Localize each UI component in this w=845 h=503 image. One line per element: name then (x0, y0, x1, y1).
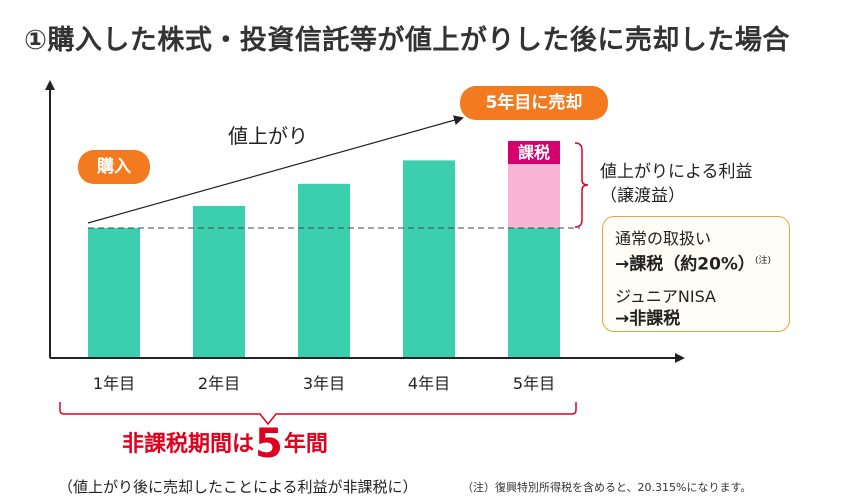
x-tick-label-4: 4年目 (407, 374, 451, 393)
period-prefix: 非課税期間は (122, 432, 255, 457)
bar-1 (88, 228, 140, 358)
rise-label: 値上がり (228, 124, 308, 148)
page-title: ①購入した株式・投資信託等が値上がりした後に売却した場合 (24, 25, 790, 56)
sell-label: 5年目に売却 (460, 86, 608, 120)
bar-2 (193, 205, 245, 358)
x-tick-label-5: 5年目 (512, 374, 556, 393)
x-tick-label-2: 2年目 (197, 374, 241, 393)
bar-3 (298, 183, 350, 358)
footnote: （注）復興特別所得税を含めると、20.315%になります。 (462, 481, 752, 494)
profit-label: 値上がりによる利益 （譲渡益） (600, 160, 753, 208)
period-number: 5 (255, 421, 283, 467)
normal-treatment-note-mark: (注) (754, 256, 771, 266)
profit-label-line2: （譲渡益） (600, 186, 685, 206)
period-bracket (59, 402, 577, 426)
bars-group (88, 160, 560, 358)
bar-5 (508, 228, 560, 358)
bar-4 (403, 160, 455, 358)
junior-nisa-value: →非課税 (615, 308, 681, 329)
x-tick-label-3: 3年目 (302, 374, 346, 393)
junior-nisa-label: ジュニアNISA (615, 286, 716, 306)
buy-label: 購入 (78, 150, 150, 184)
tax-treatment-box: 通常の取扱い →課税（約20%）(注) ジュニアNISA →非課税 (602, 216, 790, 332)
normal-treatment-label: 通常の取扱い (615, 229, 712, 248)
profit-label-line1: 値上がりによる利益 (600, 162, 753, 182)
period-suffix: 年間 (283, 432, 328, 457)
normal-treatment-value-text: →課税（約20%） (615, 254, 755, 275)
profit-brace (574, 142, 589, 228)
tax-free-period: 非課税期間は5年間 (122, 424, 328, 464)
normal-treatment-value: →課税（約20%）(注) (615, 250, 777, 277)
tax-label: 課税 (508, 141, 560, 164)
period-note: （値上がり後に売却したことによる利益が非課税に） (58, 478, 418, 496)
bar-5-gain (508, 160, 560, 228)
x-tick-label-1: 1年目 (92, 374, 136, 393)
rise-arrow (87, 115, 464, 224)
